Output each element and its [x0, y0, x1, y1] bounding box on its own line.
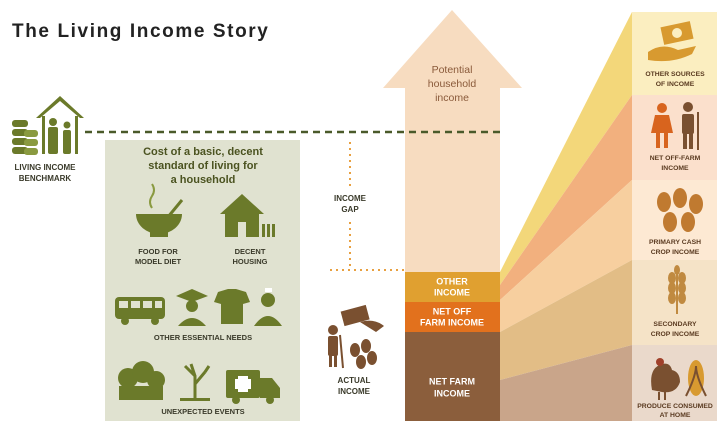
coffee-icon-part	[689, 194, 703, 214]
house-icon-part	[238, 222, 246, 237]
produce-icon-part	[656, 358, 664, 366]
benchmark-icon-part	[24, 130, 38, 137]
benchmark-icon-part	[64, 122, 71, 129]
actual-income-icon-part	[350, 343, 360, 357]
unexpected-events-icons-part	[180, 398, 210, 401]
benchmark-icon-part	[42, 116, 45, 154]
off-farm-icon-part	[689, 133, 693, 149]
segment-label: INCOME	[434, 287, 470, 297]
essential-needs-icons-part	[186, 300, 198, 312]
food-label: FOOD FOR	[138, 247, 178, 256]
segment-label: NET FARM	[429, 376, 475, 386]
essential-needs-label: OTHER ESSENTIAL NEEDS	[154, 333, 252, 342]
benchmark-icon-part	[49, 118, 57, 126]
actual-income-icon-part	[361, 339, 371, 353]
actual-income-icon-part	[328, 336, 338, 356]
unexpected-events-icons-part	[119, 386, 163, 400]
source-label: PRIMARY CASH	[649, 239, 701, 246]
essential-needs-icons-part	[261, 293, 275, 307]
essential-needs-icons-part	[265, 288, 272, 292]
benchmark-icon-part	[75, 116, 78, 154]
cost-heading: standard of living for	[148, 160, 258, 172]
benchmark-icon-part	[48, 127, 58, 154]
housing-label: DECENT	[235, 247, 266, 256]
title: The Living Income Story	[12, 21, 269, 42]
produce-icon-part	[664, 392, 666, 400]
house-icon-part	[267, 224, 270, 237]
actual-income-icon-part	[367, 351, 377, 365]
segment-label: NET OFF	[433, 306, 472, 316]
off-farm-icon-part	[656, 132, 660, 148]
source-label: OF INCOME	[656, 81, 695, 88]
segment-label: FARM INCOME	[420, 317, 484, 327]
source-label: OTHER SOURCES	[645, 71, 705, 78]
coffee-icon-part	[663, 212, 677, 232]
essential-needs-icons-part	[121, 317, 129, 325]
produce-icon-part	[688, 360, 704, 396]
benchmark-icon-part	[63, 130, 71, 154]
actual-income-icon-part	[340, 335, 343, 368]
actual-income-icon-part	[356, 355, 366, 369]
actual-income-icon-part	[334, 355, 337, 367]
grain-icon-part	[668, 292, 676, 304]
housing-label: HOUSING	[232, 257, 267, 266]
actual-label: ACTUAL	[338, 376, 371, 385]
potential-arrow	[383, 10, 522, 272]
essential-needs-icons-part	[119, 301, 128, 308]
food-icon-part	[150, 232, 168, 237]
essential-needs-icons-part	[155, 301, 162, 308]
infographic: The Living Income Story LIVING INCOME BE…	[0, 0, 717, 421]
cost-heading: Cost of a basic, decent	[143, 146, 263, 158]
actual-label: INCOME	[338, 387, 371, 396]
other-sources-icon-part	[672, 28, 682, 38]
benchmark-icon-part	[12, 120, 28, 127]
potential-label: household	[428, 78, 477, 90]
source-label: AT HOME	[660, 412, 691, 419]
actual-income-icon-part	[328, 325, 338, 335]
grain-icon-part	[678, 292, 686, 304]
actual-income-icon	[328, 305, 384, 369]
off-farm-icon-part	[657, 103, 667, 113]
actual-income-icon-part	[329, 355, 332, 367]
potential-label: Potential	[432, 64, 473, 76]
coffee-icon-part	[657, 192, 671, 212]
source-label: PRODUCE CONSUMED	[637, 403, 713, 410]
segment-label: OTHER	[436, 276, 468, 286]
benchmark-icon-part	[24, 139, 38, 146]
source-label: INCOME	[661, 165, 689, 172]
coffee-icon-part	[681, 212, 695, 232]
essential-needs-icons-part	[143, 301, 152, 308]
segment-label: INCOME	[434, 388, 470, 398]
benchmark-label: BENCHMARK	[19, 174, 72, 183]
gap-label: INCOME	[334, 194, 367, 203]
cost-heading: a household	[171, 174, 236, 186]
potential-label: income	[435, 92, 469, 104]
benchmark-icon-part	[36, 96, 84, 118]
actual-income-icon-part	[360, 321, 384, 332]
unexpected-events-icons-part	[266, 396, 274, 404]
house-icon-part	[272, 224, 275, 237]
house-icon-part	[262, 224, 265, 237]
unexpected-events-icons-part	[235, 379, 251, 389]
gap-label: GAP	[341, 205, 359, 214]
food-label: MODEL DIET	[135, 257, 182, 266]
source-label: CROP INCOME	[651, 331, 700, 338]
source-label: CROP INCOME	[651, 249, 700, 256]
unexpected-events-label: UNEXPECTED EVENTS	[161, 407, 244, 416]
off-farm-icon-part	[682, 114, 694, 134]
benchmark-icon	[12, 96, 84, 155]
source-label: NET OFF-FARM	[650, 155, 701, 162]
source-label: SECONDARY	[653, 321, 697, 328]
grain-icon-part	[674, 265, 680, 275]
produce-icon-part	[658, 392, 660, 400]
unexpected-events-icons-part	[232, 396, 240, 404]
essential-needs-icons-part	[151, 317, 159, 325]
off-farm-icon-part	[664, 132, 668, 148]
off-farm-icon-part	[683, 102, 693, 112]
off-farm-icon-part	[683, 133, 687, 149]
benchmark-label: LIVING INCOME	[15, 163, 77, 172]
essential-needs-icons-part	[131, 301, 140, 308]
coffee-icon-part	[673, 188, 687, 208]
benchmark-icon-part	[24, 148, 38, 155]
